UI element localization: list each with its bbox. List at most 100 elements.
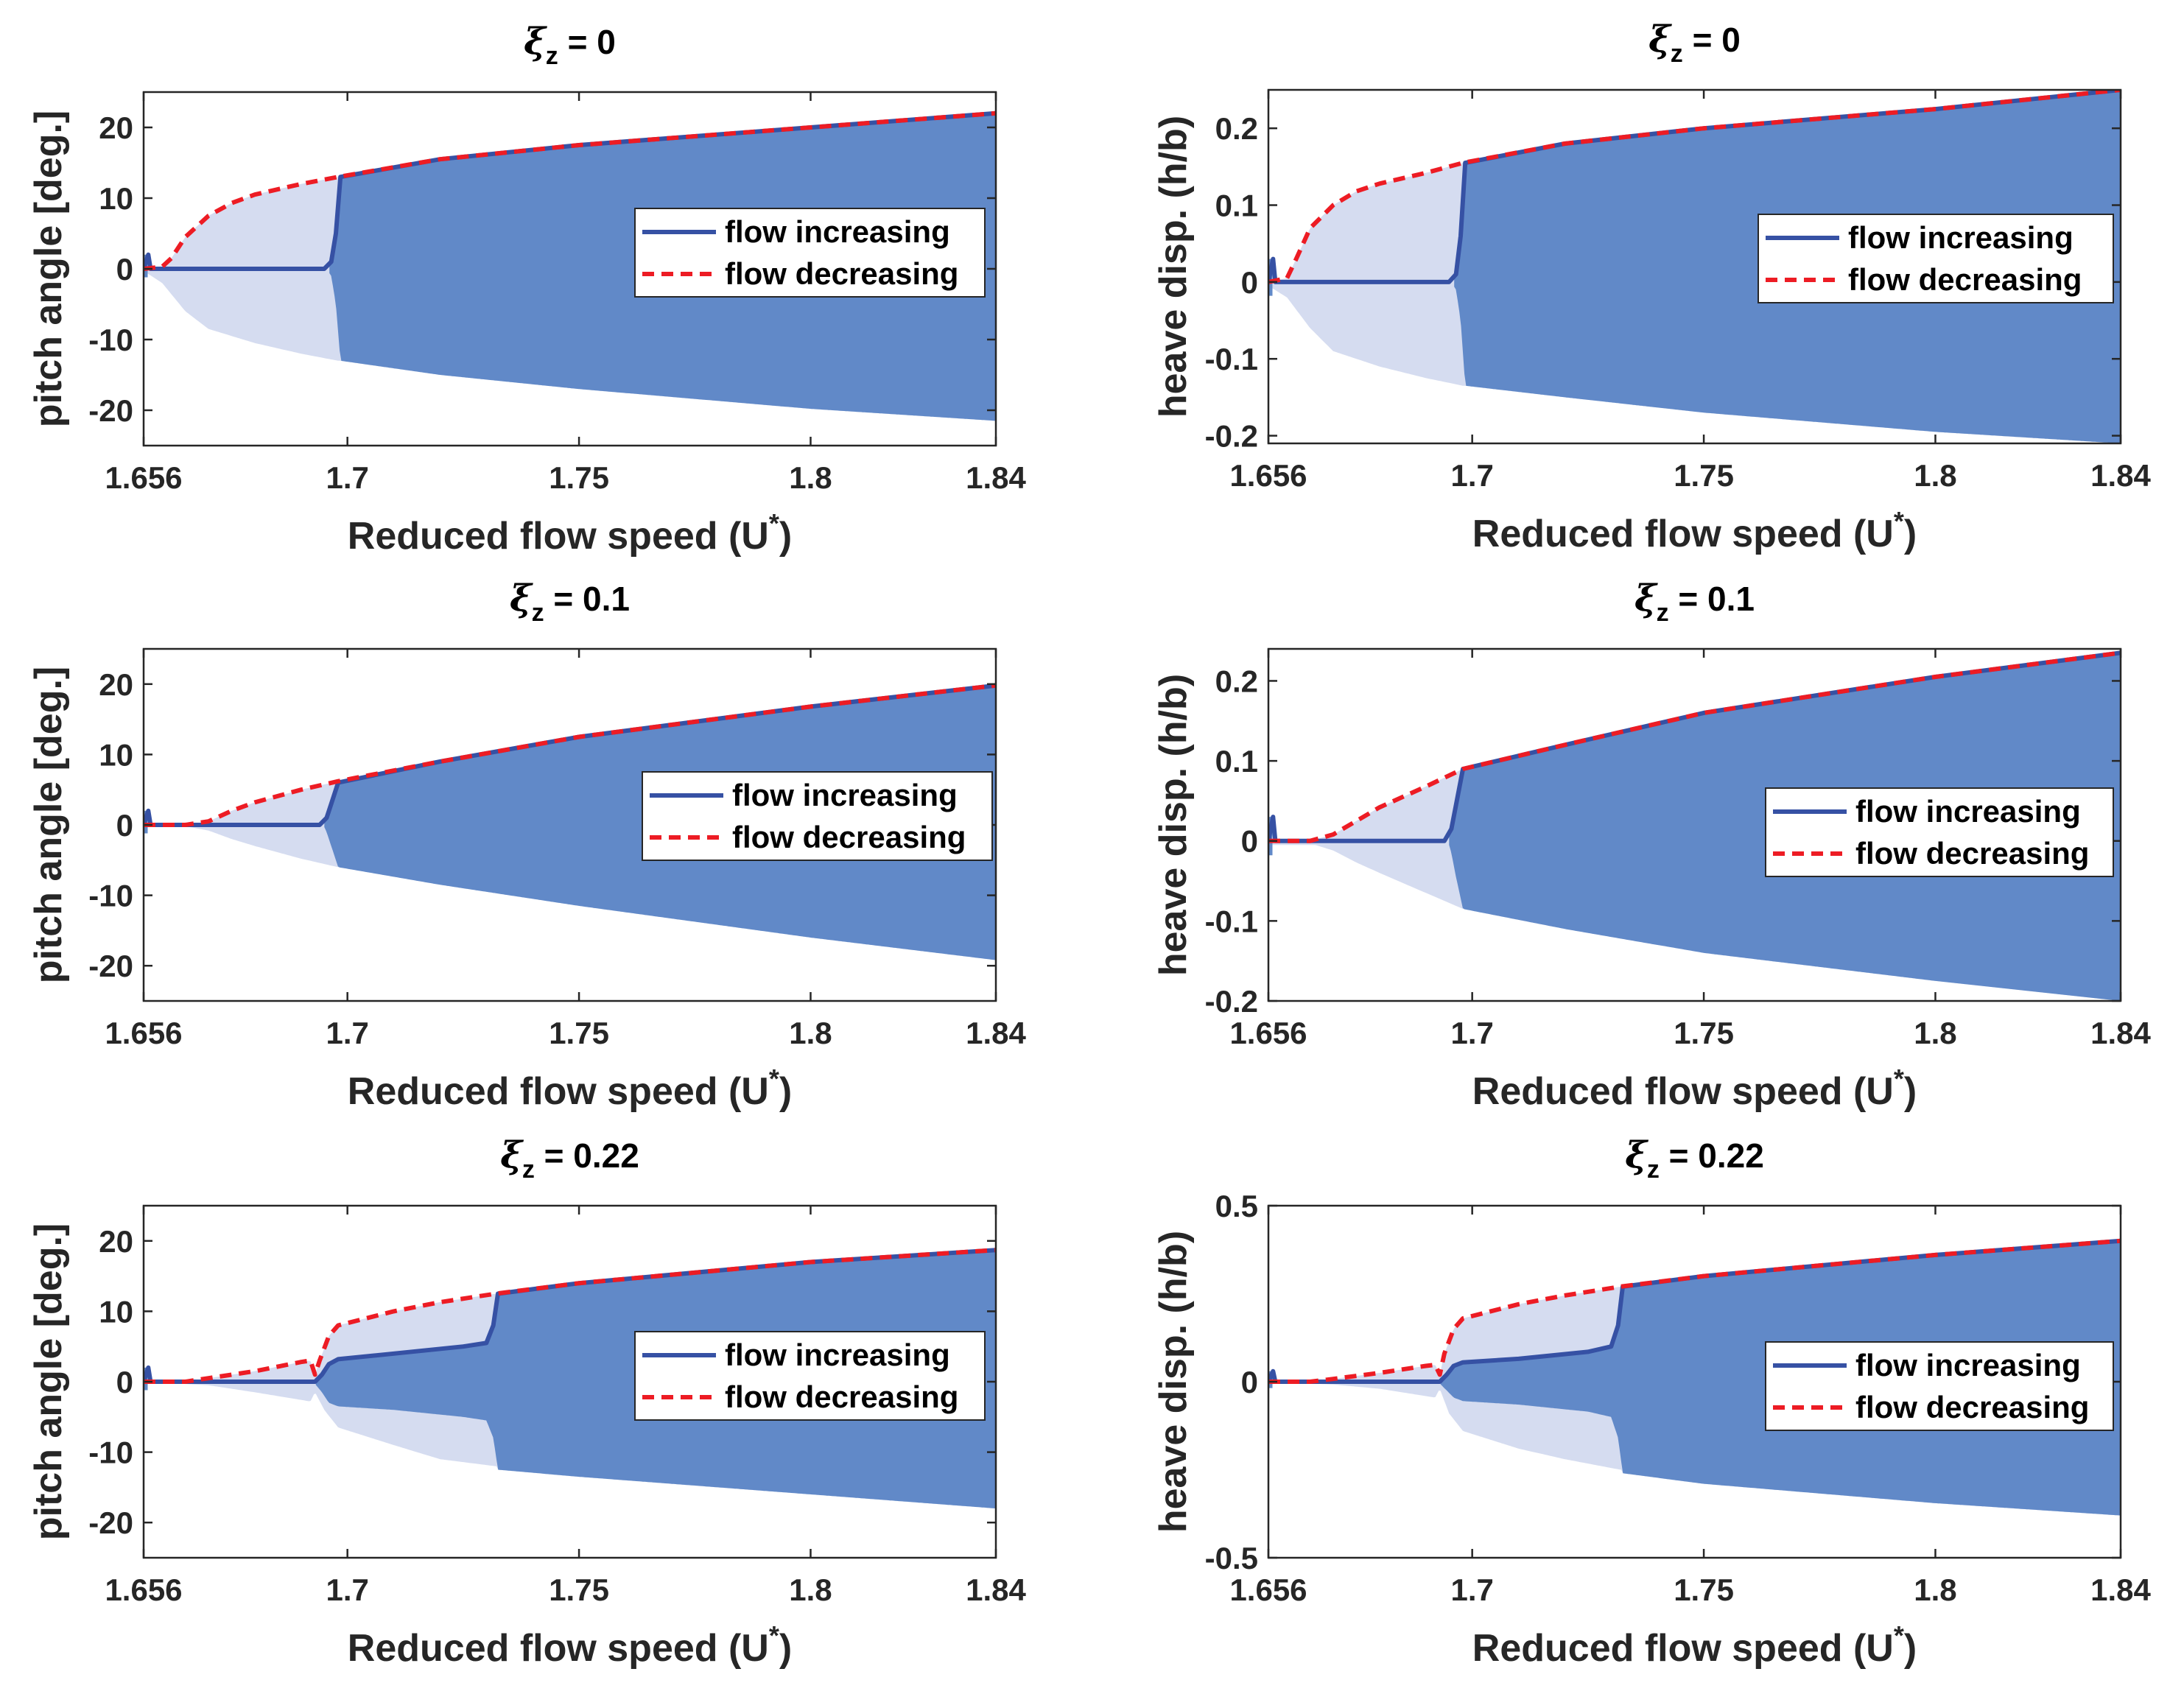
series-flow-decreasing: [1268, 650, 2121, 843]
y-tick-label: 0.5: [1215, 1189, 1258, 1223]
x-tick-label: 1.7: [326, 1016, 368, 1050]
x-tick-label: 1.8: [1914, 458, 1956, 493]
axes-box: [1267, 88, 2122, 445]
y-tick-label: 0.2: [1215, 111, 1258, 146]
y-tick-label: 10: [99, 181, 133, 216]
chart-panel-2: 1.656 1.7 1.75 1.8 1.84 0.2 0.1 0 -0.1 -0.2 ξz = 0…: [1152, 17, 2152, 555]
legend-box: [1765, 1341, 2114, 1431]
legend-box: [1758, 214, 2114, 303]
y-tick-label: 0: [116, 808, 133, 843]
x-tick-label: 1.75: [1674, 458, 1734, 493]
legend: flow increasing flow decreasing: [1765, 787, 2114, 877]
y-tick-label: -0.2: [1205, 984, 1258, 1019]
x-axis-label: Reduced flow speed (U*): [1472, 506, 1917, 555]
x-tick-label: 1.75: [549, 1016, 609, 1050]
y-tick-label: -0.2: [1205, 419, 1258, 454]
y-tick-label: 10: [99, 737, 133, 772]
y-tick-label: -10: [88, 1435, 133, 1470]
chart-title: ξz = 0.1: [1634, 576, 1755, 627]
y-tick-label: 20: [99, 1224, 133, 1259]
legend-box: [634, 208, 986, 298]
series-flow-decreasing: [144, 1248, 996, 1384]
x-tick-label: 1.8: [1914, 1572, 1956, 1607]
x-tick-label: 1.8: [1914, 1016, 1956, 1050]
y-tick-label: 0: [1241, 265, 1258, 300]
x-tick-label: 1.7: [1450, 1572, 1493, 1607]
x-tick-label: 1.84: [2090, 1572, 2151, 1607]
x-axis-label: Reduced flow speed (U*): [1472, 1064, 1917, 1113]
y-tick-label: 20: [99, 667, 133, 702]
y-tick-label: 0: [116, 252, 133, 287]
y-axis-label: heave disp. (h/b): [1152, 116, 1195, 418]
y-axis-label: heave disp. (h/b): [1152, 1231, 1195, 1533]
x-axis-label: Reduced flow speed (U*): [348, 508, 792, 558]
x-tick-label: 1.656: [1229, 1572, 1307, 1607]
y-tick-label: -0.1: [1205, 342, 1258, 376]
y-axis-label: pitch angle [deg.]: [27, 1223, 70, 1540]
y-tick-label: -0.5: [1205, 1541, 1258, 1575]
x-tick-label: 1.7: [1450, 1016, 1493, 1050]
x-axis-label: Reduced flow speed (U*): [348, 1064, 792, 1113]
series-flow-decreasing: [1268, 1238, 2121, 1384]
y-tick-label: -20: [88, 393, 133, 428]
chart-title: ξz = 0.1: [510, 576, 630, 627]
x-tick-label: 1.84: [966, 460, 1026, 495]
y-tick-label: -0.1: [1205, 904, 1258, 938]
legend-box: [642, 771, 993, 861]
legend: flow increasing flow decreasing: [1765, 1341, 2114, 1431]
legend-label-increasing: flow increasing: [725, 214, 950, 249]
y-tick-label: -10: [88, 879, 133, 913]
legend: flow increasing flow decreasing: [634, 208, 986, 298]
x-tick-label: 1.8: [789, 1016, 832, 1050]
y-tick-label: 20: [99, 110, 133, 145]
x-tick-label: 1.84: [2090, 1016, 2151, 1050]
legend-label-increasing: flow increasing: [725, 1338, 950, 1372]
y-tick-label: 0.1: [1215, 744, 1258, 779]
x-tick-label: 1.7: [326, 460, 368, 495]
legend-label-increasing: flow increasing: [732, 778, 958, 812]
y-tick-label: 0.2: [1215, 664, 1258, 698]
legend-label-decreasing: flow decreasing: [732, 820, 966, 854]
x-tick-label: 1.84: [966, 1016, 1026, 1050]
chart-panel-5: 1.656 1.7 1.75 1.8 1.84 20 10 0 -10 -20 ξz = 0.22 R…: [27, 1133, 1027, 1670]
x-tick-label: 1.656: [105, 1016, 182, 1050]
y-tick-label: 0: [1241, 824, 1258, 859]
y-axis-label: pitch angle [deg.]: [27, 110, 70, 427]
legend-label-increasing: flow increasing: [1855, 1348, 2081, 1382]
x-tick-label: 1.75: [1674, 1016, 1734, 1050]
x-tick-label: 1.8: [789, 1572, 832, 1607]
x-tick-label: 1.75: [549, 1572, 609, 1607]
chart-title: ξz = 0.22: [500, 1133, 639, 1184]
legend-label-increasing: flow increasing: [1848, 220, 2074, 255]
chart-panel-3: 1.656 1.7 1.75 1.8 1.84 20 10 0 -10 -20 ξz = 0.1 Re…: [27, 576, 1027, 1113]
y-axis-label: pitch angle [deg.]: [27, 667, 70, 983]
y-tick-label: 0: [1241, 1365, 1258, 1399]
x-axis-label: Reduced flow speed (U*): [348, 1620, 792, 1670]
y-tick-label: 0: [116, 1365, 133, 1399]
y-tick-label: -20: [88, 1505, 133, 1540]
legend-label-decreasing: flow decreasing: [725, 256, 958, 291]
y-axis-label: heave disp. (h/b): [1152, 674, 1195, 976]
x-tick-label: 1.7: [1450, 458, 1493, 493]
legend-label-decreasing: flow decreasing: [1855, 836, 2089, 871]
chart-title: ξz = 0: [524, 19, 616, 70]
series-flow-decreasing: [144, 110, 996, 271]
legend: flow increasing flow decreasing: [634, 1331, 986, 1421]
chart-panel-6: 1.656 1.7 1.75 1.8 1.84 0.5 0 -0.5 ξz = 0.22 Redu…: [1152, 1133, 2152, 1670]
x-tick-label: 1.656: [105, 1572, 182, 1607]
legend-box: [634, 1331, 986, 1421]
x-tick-label: 1.656: [1229, 1016, 1307, 1050]
y-tick-label: 0.1: [1215, 189, 1258, 223]
chart-title: ξz = 0: [1648, 17, 1741, 68]
x-tick-label: 1.8: [789, 460, 832, 495]
x-axis-label: Reduced flow speed (U*): [1472, 1620, 1917, 1670]
legend-box: [1765, 787, 2114, 877]
y-tick-label: -10: [88, 323, 133, 357]
y-tick-label: -20: [88, 949, 133, 983]
chart-title: ξz = 0.22: [1625, 1133, 1764, 1184]
x-tick-label: 1.7: [326, 1572, 368, 1607]
y-tick-label: 10: [99, 1294, 133, 1329]
legend: flow increasing flow decreasing: [642, 771, 993, 861]
x-tick-label: 1.84: [2090, 458, 2151, 493]
